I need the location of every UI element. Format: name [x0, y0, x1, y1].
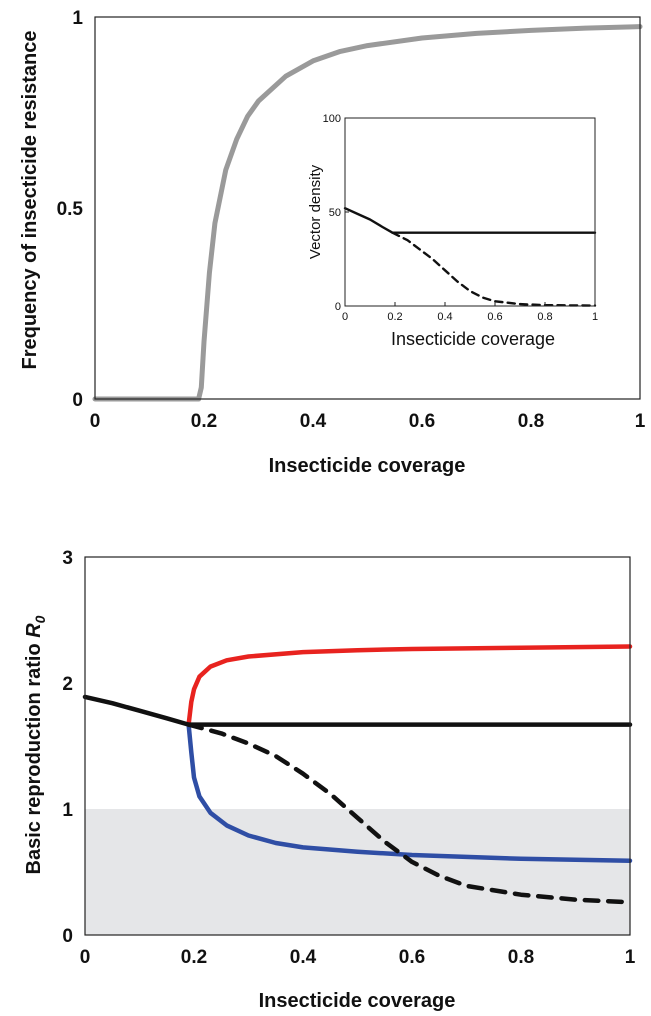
- bottom-chart-marks: [82, 644, 633, 935]
- bottom-y-tick-label: 2: [62, 674, 73, 695]
- inset-y-tick-label: 100: [323, 113, 341, 125]
- bottom-x-tick-label: 0.2: [181, 947, 207, 968]
- inset-x-tick-label: 0.8: [537, 311, 552, 323]
- top-y-axis-title: Frequency of insecticide resistance: [19, 30, 41, 369]
- inset-x-axis-title: Insecticide coverage: [391, 329, 555, 349]
- inset-x-tick-label: 0: [342, 311, 348, 323]
- top-x-tick-label: 0.6: [409, 411, 435, 432]
- top-chart: 0 0.2 0.4 0.6 0.8 1 0 0.5 1 Insecticide coverage…: [19, 8, 646, 477]
- bottom-y-axis-title-subscript: 0: [32, 615, 48, 623]
- bottom-x-tick-label: 0: [80, 947, 91, 968]
- bottom-x-tick-label: 1: [625, 947, 636, 968]
- inset-x-tick-label: 0.4: [437, 311, 452, 323]
- bottom-shaded-region: [85, 809, 630, 935]
- bottom-x-tick-label: 0.8: [508, 947, 534, 968]
- bottom-x-tick-label: 0.6: [399, 947, 425, 968]
- inset-x-tick-label: 0.6: [487, 311, 502, 323]
- top-series-line-0: [92, 24, 643, 402]
- bottom-series-line-2: [82, 694, 633, 727]
- bottom-series-line-0: [186, 644, 633, 727]
- bottom-axis-ticks: 0 0.2 0.4 0.6 0.8 1 0 1 2 3: [62, 548, 635, 968]
- bottom-y-axis-title-text: Basic reproduction ratio: [23, 643, 45, 874]
- top-x-tick-label: 1: [635, 411, 646, 432]
- inset-axis-ticks: 0 0.2 0.4 0.6 0.8 1 0 50 100: [323, 113, 598, 323]
- bottom-x-axis-title: Insecticide coverage: [259, 990, 456, 1012]
- top-y-tick-label: 0: [72, 390, 83, 411]
- bottom-series-line-1: [186, 722, 633, 863]
- top-axis-ticks: 0 0.2 0.4 0.6 0.8 1 0 0.5 1: [57, 8, 646, 432]
- top-y-tick-label: 0.5: [57, 199, 84, 220]
- inset-chart: 0 0.2 0.4 0.6 0.8 1 0 50 100 Insecticide coverag…: [305, 108, 603, 349]
- top-chart-marks: [92, 24, 643, 402]
- bottom-plot-frame: [84, 556, 631, 936]
- bottom-y-tick-label: 0: [62, 926, 73, 947]
- bottom-y-axis-title-symbol: R: [23, 623, 45, 638]
- top-x-tick-label: 0.8: [518, 411, 544, 432]
- top-y-tick-label: 1: [72, 8, 83, 29]
- top-x-tick-label: 0.2: [191, 411, 217, 432]
- top-x-axis-title: Insecticide coverage: [269, 455, 466, 477]
- top-plot-frame: [94, 16, 641, 400]
- top-x-tick-label: 0.4: [300, 411, 327, 432]
- inset-background: [305, 108, 603, 344]
- inset-y-tick-label: 50: [329, 207, 341, 219]
- bottom-y-tick-label: 3: [62, 548, 73, 569]
- top-x-tick-label: 0: [90, 411, 101, 432]
- inset-y-tick-label: 0: [335, 301, 341, 313]
- bottom-y-axis-title: Basic reproduction ratio R0: [23, 615, 48, 874]
- bottom-series-line-3: [186, 722, 633, 905]
- inset-x-tick-label: 1: [592, 311, 598, 323]
- inset-x-tick-label: 0.2: [387, 311, 402, 323]
- bottom-x-tick-label: 0.4: [290, 947, 317, 968]
- bottom-y-tick-label: 1: [62, 800, 73, 821]
- inset-y-axis-title: Vector density: [307, 164, 324, 259]
